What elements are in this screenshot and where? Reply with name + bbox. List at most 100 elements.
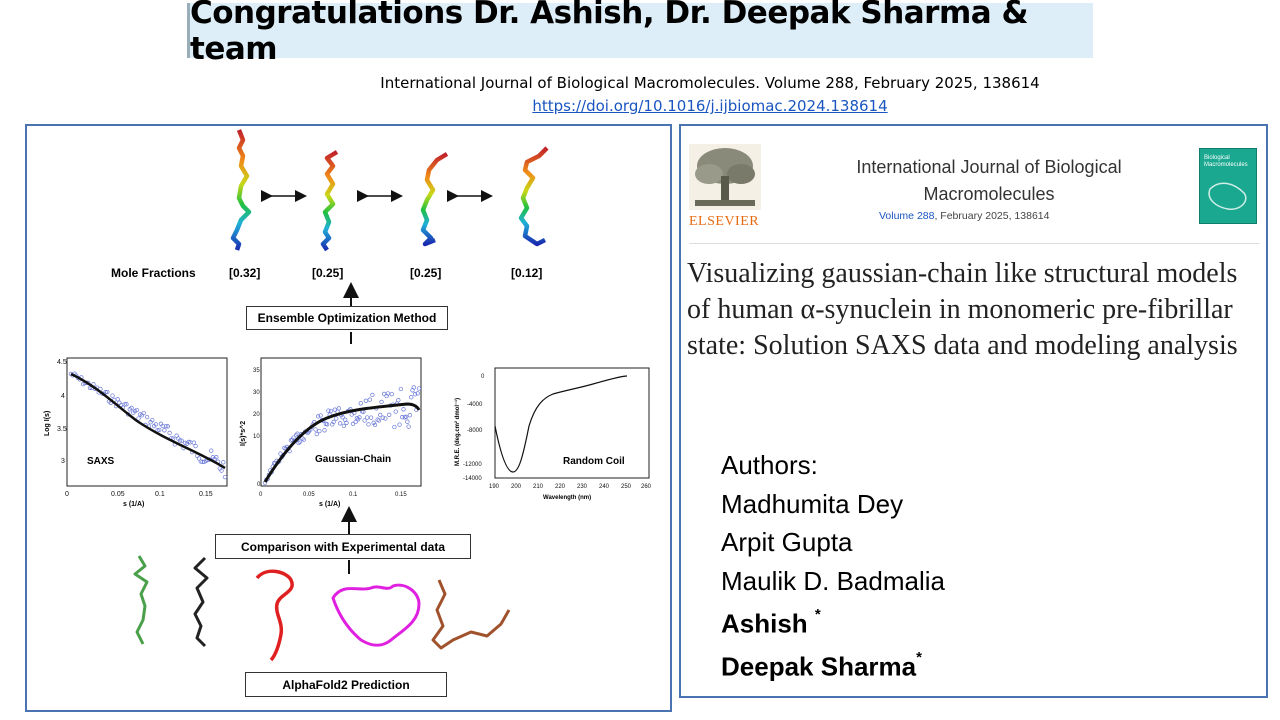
- cover-image: [1208, 182, 1247, 210]
- saxs-fit-curve: [70, 372, 226, 470]
- gc-point: [411, 385, 416, 390]
- paper-info-panel: ELSEVIER International Journal of Biolog…: [679, 124, 1268, 698]
- saxs-ytick-2: 4: [61, 393, 65, 400]
- journal-header: ELSEVIER International Journal of Biolog…: [689, 144, 1259, 244]
- ensemble-model-2: [320, 150, 339, 252]
- gc-point: [397, 422, 402, 427]
- corresponding-mark-1: *: [814, 606, 821, 623]
- doi-link[interactable]: https://doi.org/10.1016/j.ijbiomac.2024.…: [532, 97, 888, 115]
- cd-ytick-2: -4000: [467, 402, 483, 408]
- cd-xtick-6: 240: [599, 484, 610, 490]
- gc-point: [341, 423, 347, 429]
- journal-name-line1: International Journal of Biological: [856, 157, 1122, 177]
- gc-point: [376, 418, 382, 423]
- saxs-xtick-2: 0.05: [111, 491, 125, 498]
- gc-xtick-4: 0.15: [395, 492, 407, 498]
- gc-point: [324, 422, 330, 427]
- saxs-point: [144, 414, 150, 420]
- gc-point: [387, 412, 392, 417]
- gc-point: [314, 431, 319, 437]
- gc-point: [357, 415, 362, 420]
- author-4: Ashish *: [721, 600, 945, 643]
- graphical-abstract-panel: Mole Fractions [0.32] [0.25] [0.25] [0.1…: [25, 124, 672, 712]
- gc-point: [330, 422, 335, 427]
- alphafold-model-brown: [431, 579, 511, 650]
- graphical-abstract-figure: Mole Fractions [0.32] [0.25] [0.25] [0.1…: [44, 129, 652, 662]
- alphafold-model-green: [133, 555, 149, 645]
- cd-ylabel: M.R.E. (deg.cm² dmol⁻¹): [454, 398, 461, 466]
- saxs-point: [165, 424, 171, 429]
- saxs-point: [136, 416, 141, 421]
- gc-point: [300, 436, 305, 441]
- saxs-point: [209, 448, 214, 453]
- gc-point: [405, 419, 410, 424]
- saxs-point: [179, 438, 184, 443]
- saxs-point: [103, 390, 108, 395]
- gc-point: [362, 418, 367, 423]
- gc-point: [353, 419, 358, 425]
- saxs-point: [124, 402, 129, 407]
- gc-xtick-3: 0.1: [349, 492, 358, 498]
- gc-point: [384, 393, 389, 399]
- alphafold-box: AlphaFold2 Prediction: [245, 672, 447, 697]
- saxs-xtick-3: 0.1: [155, 491, 165, 498]
- gc-ytick-1: 35: [253, 368, 260, 374]
- saxs-point: [193, 443, 198, 449]
- gc-point: [326, 408, 331, 413]
- saxs-point: [115, 397, 120, 402]
- author-5-name: Deepak Sharma: [721, 651, 917, 682]
- gc-xtick-1: 0: [259, 492, 263, 498]
- gc-point: [415, 391, 420, 396]
- gc-point: [401, 407, 406, 412]
- cd-spectrum-plot: 0 -4000 -8000 -12000 -14000 190 200 210 …: [454, 367, 652, 501]
- cd-ytick-1: 0: [481, 374, 485, 380]
- gc-point: [403, 414, 409, 419]
- saxs-point: [167, 430, 172, 436]
- gc-plot-label: Gaussian-Chain: [315, 454, 391, 465]
- fraction-2: [0.25]: [312, 266, 343, 280]
- gc-point: [317, 428, 322, 434]
- saxs-xlabel: s (1/A): [123, 501, 144, 508]
- cover-title: Biological Macromolecules: [1204, 155, 1248, 168]
- publisher-name: ELSEVIER: [689, 214, 760, 229]
- banner-title: Congratulations Dr. Ashish, Dr. Deepak S…: [190, 0, 1029, 67]
- gc-point: [398, 386, 404, 392]
- ensemble-model-4: [518, 146, 549, 247]
- author-3: Maulik D. Badmalia: [721, 565, 945, 596]
- cd-ytick-3: -8000: [467, 428, 483, 434]
- ensemble-method-box: Ensemble Optimization Method: [246, 306, 448, 330]
- alphafold-model-magenta: [331, 583, 421, 647]
- gc-ytick-3: 20: [253, 412, 260, 418]
- alphafold-model-red: [255, 569, 294, 662]
- gc-point: [392, 424, 397, 430]
- authors-heading: Authors:: [721, 450, 818, 480]
- saxs-point: [153, 422, 158, 427]
- journal-cover: Biological Macromolecules: [1199, 148, 1257, 224]
- cd-xtick-2: 200: [511, 484, 522, 490]
- cd-spectrum-curve: [494, 375, 628, 473]
- gc-point: [380, 415, 385, 420]
- journal-volume: Volume 288, February 2025, 138614: [879, 210, 1049, 222]
- comparison-box: Comparison with Experimental data: [215, 534, 471, 559]
- gc-point: [407, 413, 413, 418]
- author-4-name: Ashish: [721, 608, 808, 639]
- saxs-ytick-4: 3: [61, 458, 65, 465]
- gc-point: [358, 401, 363, 406]
- gc-point: [297, 439, 303, 444]
- cd-xtick-3: 210: [533, 484, 544, 490]
- gc-point: [370, 392, 375, 398]
- corresponding-mark-2: *: [916, 649, 922, 667]
- saxs-point: [141, 410, 146, 416]
- gaussian-chain-fit-curve: [263, 402, 421, 483]
- saxs-point: [191, 440, 197, 445]
- author-list: Authors: Madhumita Dey Arpit Gupta Mauli…: [721, 446, 945, 686]
- saxs-point: [196, 456, 202, 461]
- gc-point: [406, 424, 411, 429]
- saxs-point: [162, 428, 167, 433]
- cd-plot-label: Random Coil: [563, 456, 625, 467]
- cd-xtick-1: 190: [489, 484, 500, 490]
- saxs-xtick-4: 0.15: [199, 491, 213, 498]
- saxs-point: [164, 423, 169, 429]
- gc-point: [393, 409, 398, 414]
- volume-link[interactable]: Volume 288: [879, 210, 935, 222]
